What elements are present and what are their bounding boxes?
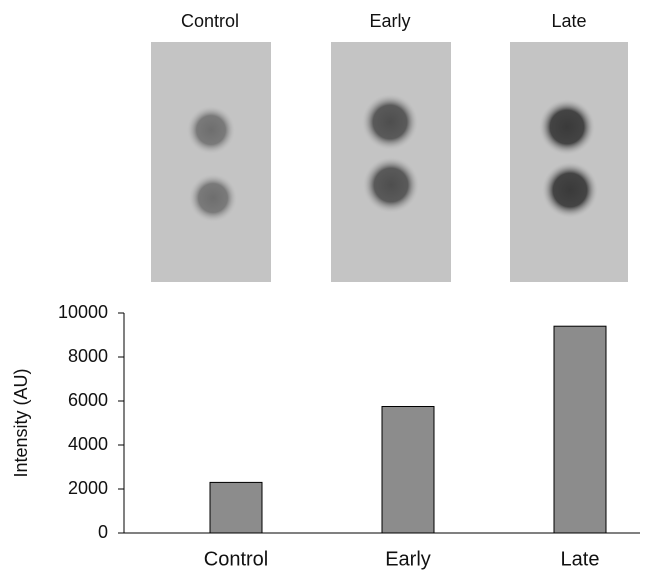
blot-strip <box>510 42 628 282</box>
y-tick-label: 2000 <box>68 478 108 498</box>
blot-strip <box>151 42 271 282</box>
blot-dot <box>189 174 237 222</box>
y-tick-label: 8000 <box>68 346 108 366</box>
x-tick-label: Control <box>204 548 268 570</box>
blot-dot <box>363 157 419 213</box>
bar <box>210 482 262 533</box>
y-tick-label: 6000 <box>68 390 108 410</box>
blot-label: Early <box>369 11 410 31</box>
blot-dot <box>187 106 235 154</box>
blot-label: Control <box>181 11 239 31</box>
y-tick-label: 0 <box>98 522 108 542</box>
blot-label: Late <box>551 11 586 31</box>
y-tick-label: 10000 <box>58 302 108 322</box>
x-tick-label: Early <box>385 548 431 570</box>
y-tick-label: 4000 <box>68 434 108 454</box>
x-tick-label: Late <box>561 548 600 570</box>
blot-strips <box>151 42 628 282</box>
y-axis-label: Intensity (AU) <box>11 368 31 477</box>
blot-dot <box>362 94 418 150</box>
bar <box>382 407 434 534</box>
figure: Control Early Late Intensity (AU) 0 2000 4… <box>0 0 650 571</box>
blot-dot <box>539 99 595 155</box>
blot-dot <box>542 162 598 218</box>
bar <box>554 326 606 533</box>
